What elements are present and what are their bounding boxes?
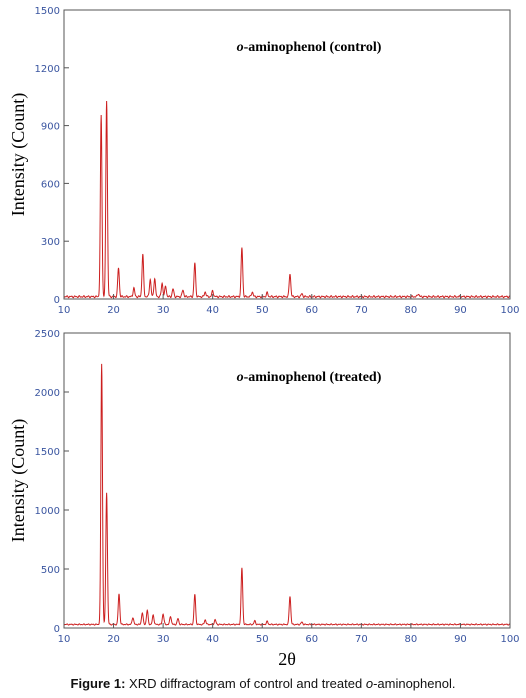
x-tick-label: 90 (454, 634, 467, 645)
y-tick-label: 1000 (35, 506, 60, 517)
x-tick-label: 40 (206, 634, 219, 645)
treated-plot-title: o-aminophenol (treated) (237, 370, 382, 385)
x-tick-label: 30 (157, 634, 170, 645)
x-tick-label: 20 (107, 305, 120, 316)
x-tick-label: 70 (355, 634, 368, 645)
treated-title-italic: o (237, 370, 244, 385)
y-tick-label: 1500 (35, 447, 60, 458)
x-tick-label: 80 (405, 634, 418, 645)
x-tick-label: 100 (500, 634, 519, 645)
control-y-axis-label: Intensity (Count) (8, 93, 29, 217)
control-series-line (63, 100, 511, 299)
y-tick-label: 900 (41, 122, 60, 133)
x-tick-label: 20 (107, 634, 120, 645)
x-tick-label: 30 (157, 305, 170, 316)
y-tick-label: 600 (41, 179, 60, 190)
x-tick-label: 10 (58, 634, 71, 645)
caption-text-end: -aminophenol. (373, 676, 456, 691)
caption-italic: o (365, 676, 374, 691)
control-title-text: -aminophenol (control) (244, 40, 382, 55)
treated-y-axis-label: Intensity (Count) (8, 419, 29, 543)
x-tick-label: 100 (500, 305, 519, 316)
y-tick-label: 0 (54, 624, 60, 635)
control-title-italic: o (237, 40, 244, 55)
treated-title-text: -aminophenol (treated) (244, 370, 382, 385)
y-tick-label: 500 (41, 565, 60, 576)
treated-x-ticks: 10 20 30 40 50 60 70 80 90 100 (58, 623, 520, 645)
x-tick-label: 90 (454, 305, 467, 316)
x-axis-label: 2θ (278, 649, 296, 669)
y-tick-label: 300 (41, 237, 60, 248)
figure-caption: Figure 1: XRD diffractogram of control a… (0, 676, 526, 691)
treated-plot-frame (63, 332, 511, 629)
y-tick-label: 2500 (35, 329, 60, 340)
control-x-ticks: 10 20 30 40 50 60 70 80 90 100 (58, 294, 520, 316)
caption-label: Figure 1: (70, 676, 126, 691)
y-tick-label: 0 (54, 295, 60, 306)
x-tick-label: 70 (355, 305, 368, 316)
y-tick-label: 2000 (35, 388, 60, 399)
treated-y-ticks: 0 500 1000 1500 2000 2500 (35, 329, 69, 635)
x-tick-label: 40 (206, 305, 219, 316)
control-plot-frame (63, 9, 511, 300)
x-tick-label: 50 (256, 634, 269, 645)
x-tick-label: 80 (405, 305, 418, 316)
control-plot-title: o-aminophenol (control) (237, 40, 382, 55)
control-panel: 0 300 600 900 1200 1500 10 20 30 40 50 60 70 80 90 100… (8, 6, 520, 316)
treated-series-line (63, 363, 511, 626)
y-tick-label: 1200 (35, 64, 60, 75)
x-tick-label: 50 (256, 305, 269, 316)
x-tick-label: 10 (58, 305, 71, 316)
y-tick-label: 1500 (35, 6, 60, 17)
caption-text: XRD diffractogram of control and treated (125, 676, 366, 691)
x-tick-label: 60 (305, 305, 318, 316)
control-y-ticks: 0 300 600 900 1200 1500 (35, 6, 69, 306)
x-tick-label: 60 (305, 634, 318, 645)
